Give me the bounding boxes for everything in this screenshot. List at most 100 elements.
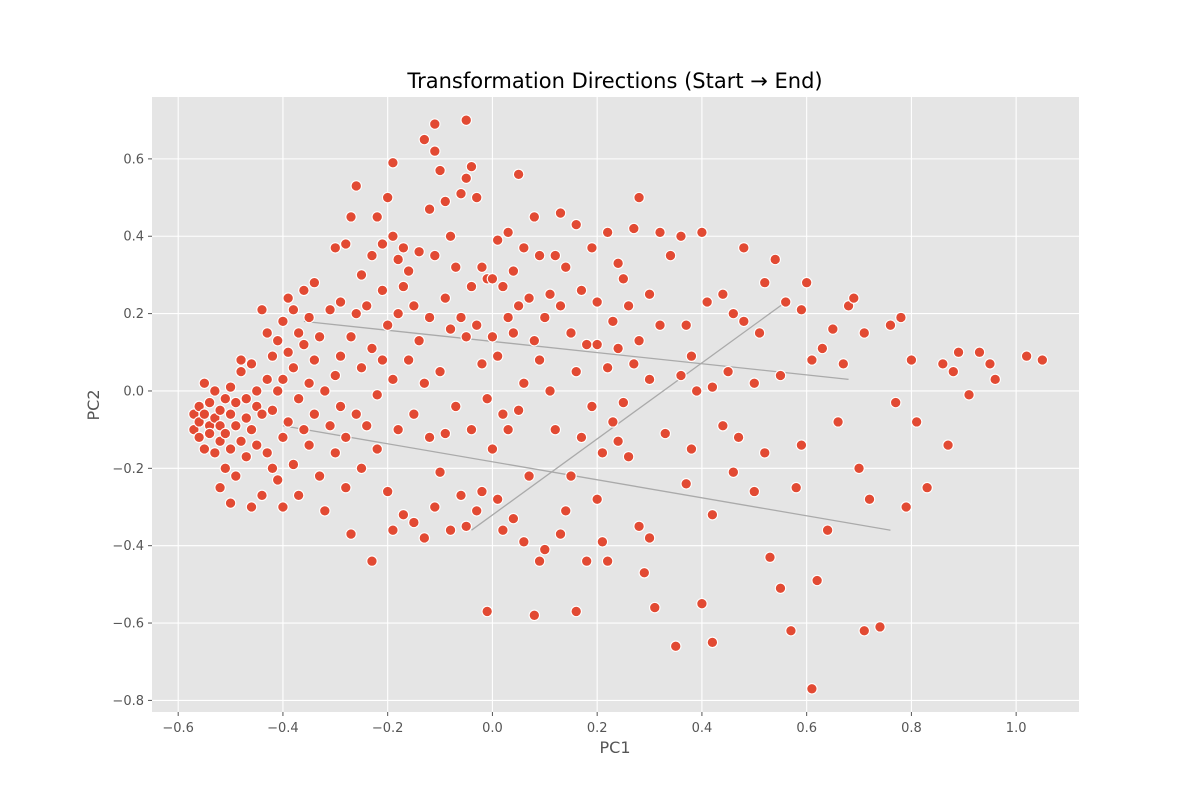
- data-point: [397, 508, 410, 521]
- data-point: [528, 334, 541, 347]
- data-point: [460, 520, 472, 533]
- plot-area: [152, 97, 1079, 712]
- data-point: [753, 327, 766, 339]
- data-point: [387, 373, 399, 386]
- data-point: [533, 249, 546, 262]
- data-point: [523, 470, 535, 482]
- x-tick-label: 0.0: [482, 721, 503, 736]
- data-point: [465, 280, 478, 293]
- data-point: [643, 288, 656, 301]
- data-point: [774, 582, 787, 594]
- data-point: [486, 273, 499, 285]
- data-point: [423, 203, 436, 215]
- data-point: [313, 331, 326, 343]
- data-point: [271, 474, 284, 486]
- data-point: [470, 191, 483, 204]
- data-point: [727, 466, 740, 478]
- data-point: [989, 373, 1001, 386]
- data-point: [612, 257, 624, 270]
- data-points: [188, 114, 1049, 695]
- data-point: [392, 423, 404, 436]
- data-point: [643, 532, 656, 544]
- data-point: [612, 435, 624, 447]
- data-point: [324, 420, 336, 432]
- data-point: [329, 447, 342, 459]
- data-point: [429, 145, 441, 157]
- data-point: [219, 392, 232, 405]
- data-point: [507, 327, 520, 339]
- y-axis-label: PC2: [84, 390, 103, 421]
- data-point: [345, 331, 357, 343]
- data-point: [565, 327, 577, 339]
- data-point: [601, 555, 614, 567]
- data-point: [355, 362, 368, 374]
- data-point: [397, 242, 410, 254]
- data-point: [235, 354, 247, 366]
- data-point: [402, 265, 415, 277]
- data-point: [806, 354, 818, 366]
- data-point: [607, 315, 619, 328]
- data-point: [837, 358, 850, 370]
- data-point: [685, 350, 698, 362]
- data-point: [245, 423, 258, 436]
- data-point: [245, 501, 258, 513]
- data-point: [292, 392, 305, 405]
- data-point: [486, 443, 499, 455]
- x-tick-label: 0.4: [692, 721, 713, 736]
- y-tick-label: −0.4: [112, 539, 144, 554]
- data-point: [376, 238, 389, 250]
- data-point: [429, 118, 441, 130]
- data-point: [413, 245, 425, 258]
- data-point: [214, 420, 226, 432]
- data-point: [350, 408, 363, 420]
- data-point: [554, 300, 567, 312]
- data-point: [418, 532, 431, 544]
- data-point: [910, 416, 923, 428]
- data-point: [250, 400, 263, 413]
- data-point: [643, 373, 656, 386]
- data-point: [675, 369, 687, 382]
- data-point: [596, 447, 609, 459]
- data-point: [481, 392, 493, 405]
- data-point: [266, 462, 279, 475]
- data-point: [858, 327, 871, 339]
- data-point: [984, 358, 996, 370]
- data-point: [465, 423, 478, 436]
- data-point: [444, 230, 457, 242]
- data-point: [853, 462, 865, 475]
- data-point: [502, 226, 514, 239]
- y-tick-label: −0.2: [112, 462, 144, 477]
- data-point: [591, 493, 603, 506]
- data-point: [266, 404, 279, 417]
- data-point: [193, 416, 205, 428]
- data-point: [256, 408, 268, 420]
- data-point: [554, 528, 567, 540]
- data-point: [559, 261, 572, 273]
- y-tick-label: −0.6: [112, 617, 144, 632]
- data-point: [439, 427, 452, 440]
- data-point: [392, 253, 404, 266]
- data-point: [287, 303, 300, 316]
- direction-lines: [282, 301, 891, 531]
- data-point: [565, 470, 577, 482]
- data-point: [675, 230, 687, 242]
- data-point: [685, 443, 698, 455]
- data-point: [434, 466, 446, 478]
- data-point: [209, 412, 221, 424]
- data-point: [952, 346, 965, 359]
- data-point: [706, 636, 719, 649]
- data-point: [580, 555, 593, 567]
- data-point: [476, 485, 488, 498]
- data-point: [680, 319, 692, 331]
- data-point: [586, 400, 598, 413]
- data-point: [203, 427, 216, 440]
- data-point: [387, 524, 399, 536]
- data-point: [732, 431, 745, 444]
- data-point: [250, 439, 263, 451]
- data-point: [497, 280, 509, 293]
- data-point: [591, 338, 603, 351]
- data-point: [376, 354, 389, 366]
- data-point: [633, 334, 645, 347]
- data-point: [340, 431, 352, 444]
